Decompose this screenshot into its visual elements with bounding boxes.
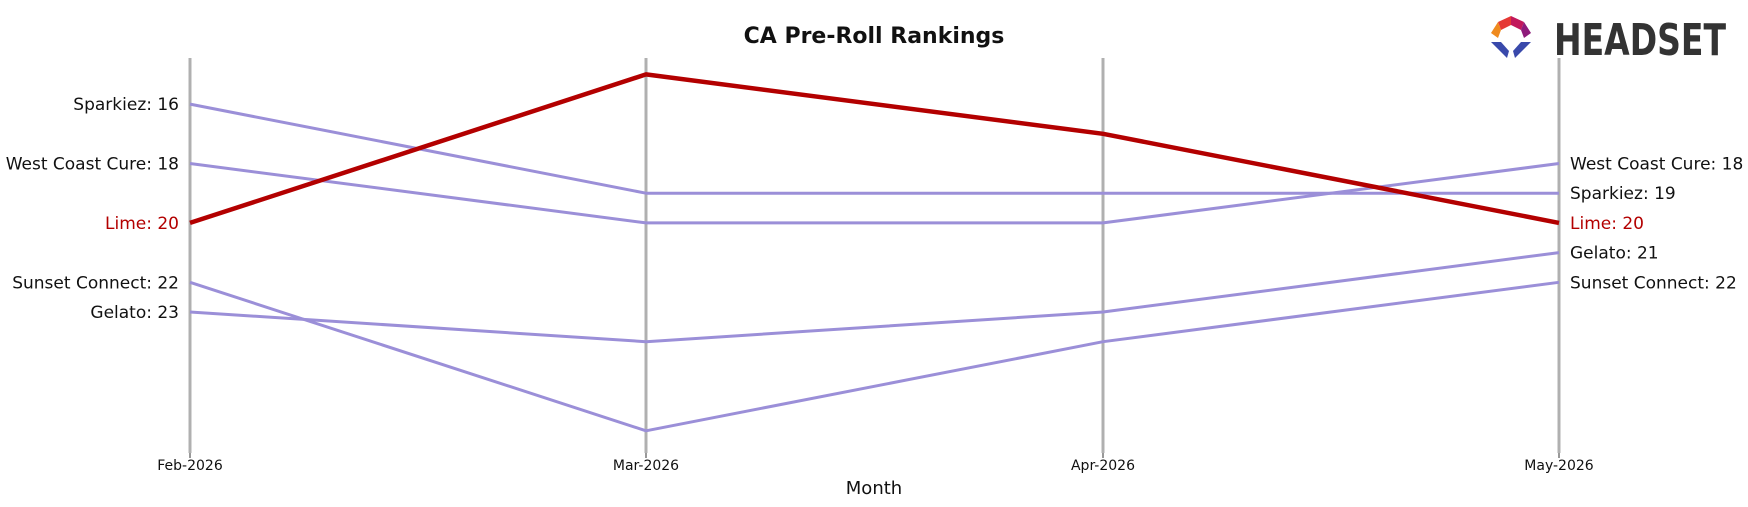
series-line-lime [189,72,1560,226]
left-rank-label: West Coast Cure: 18 [6,155,179,175]
chart-title: CA Pre-Roll Rankings [744,24,1005,49]
left-rank-label: Sparkiez: 16 [73,95,179,115]
x-tick-label: May-2026 [1524,458,1593,474]
right-rank-label: Gelato: 21 [1570,244,1659,264]
month-axis-lines [188,58,1561,453]
right-rank-label: Sunset Connect: 22 [1570,273,1737,293]
logo-text: HEADSET [1554,15,1726,66]
left-rank-label: Lime: 20 [105,214,179,234]
series-line-sparkiez [189,102,1559,195]
left-rank-label: Gelato: 23 [90,303,179,323]
series-line-west-coast-cure [189,162,1560,225]
x-tick-label: Feb-2026 [157,458,223,474]
right-rank-labels: West Coast Cure: 18 Sparkiez: 19 Lime: 20 G… [1570,155,1743,294]
series-lines [189,72,1560,433]
x-tick-label: Apr-2026 [1071,458,1135,474]
logo-mark-icon [1491,16,1531,58]
right-rank-label: Lime: 20 [1570,214,1644,234]
right-rank-label: Sparkiez: 19 [1570,184,1676,204]
x-axis-label: Month [846,478,902,499]
x-axis-ticks: Feb-2026 Mar-2026 Apr-2026 May-2026 [157,453,1594,474]
series-line-gelato [189,251,1560,344]
x-tick-label: Mar-2026 [613,458,679,474]
right-rank-label: West Coast Cure: 18 [1570,155,1743,175]
left-rank-labels: Sparkiez: 16 West Coast Cure: 18 Lime: 20 S… [6,95,179,323]
series-line-sunset-connect [189,280,1560,433]
left-rank-label: Sunset Connect: 22 [12,273,179,293]
headset-logo: HEADSET [1491,15,1726,66]
